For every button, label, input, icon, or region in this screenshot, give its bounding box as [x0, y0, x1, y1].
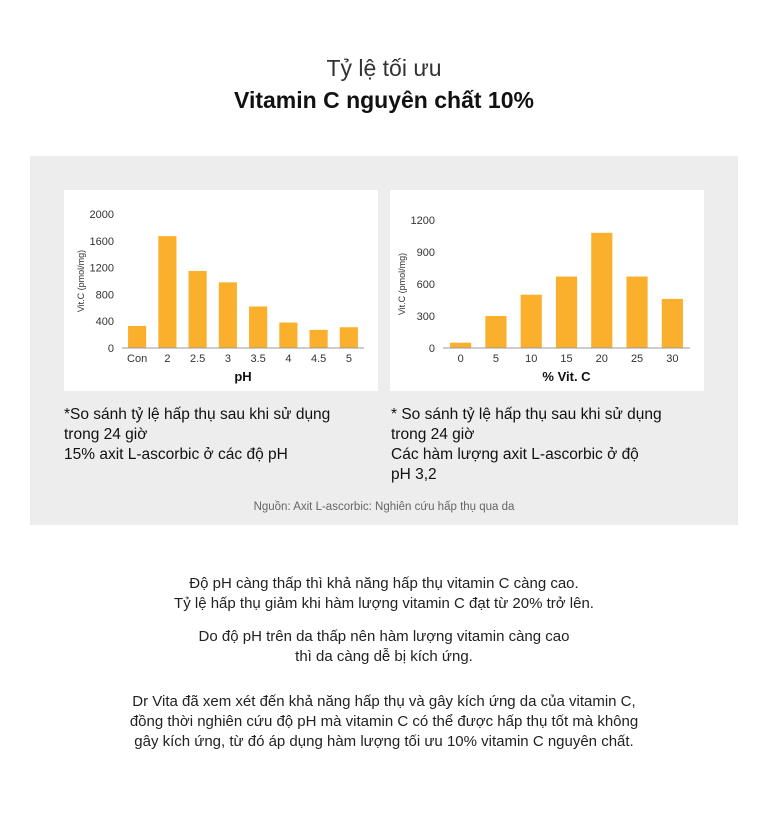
x-axis-label: pH: [234, 369, 251, 384]
bar: [249, 306, 268, 348]
bar: [128, 325, 147, 348]
x-tick-label: 25: [631, 353, 643, 365]
x-tick-label: 10: [525, 353, 537, 365]
bar: [218, 282, 237, 348]
x-tick-label: 3.5: [250, 353, 265, 365]
bar: [485, 316, 507, 348]
page-title-line1: Tỷ lệ tối ưu: [326, 55, 442, 81]
ph-absorption-chart: 0 400 800 1200 1600 2000 Vit.C (pmol/mg) Con 2 2.…: [76, 209, 364, 384]
x-tick-label: 30: [666, 353, 678, 365]
y-tick-label: 800: [96, 289, 114, 301]
bar: [591, 232, 613, 348]
body-paragraph-3: Dr Vita đã xem xét đến khả năng hấp thụ …: [0, 692, 768, 752]
x-axis-label: % Vit. C: [542, 369, 591, 384]
bar: [520, 294, 542, 348]
y-tick-label: 0: [429, 343, 435, 355]
caption-right: * So sánh tỷ lệ hấp thụ sau khi sử dụng …: [391, 405, 711, 485]
caption-right-line: * So sánh tỷ lệ hấp thụ sau khi sử dụng: [391, 406, 662, 423]
research-panel: 0 400 800 1200 1600 2000 Vit.C (pmol/mg) Con 2 2.…: [30, 156, 738, 525]
body-line: Tỷ lệ hấp thụ giảm khi hàm lượng vitamin…: [174, 595, 594, 612]
y-tick-label: 900: [417, 247, 435, 259]
bar: [661, 298, 683, 348]
y-tick-label: 1200: [90, 263, 114, 275]
ph-chart-box: 0 400 800 1200 1600 2000 Vit.C (pmol/mg) Con 2 2.…: [64, 190, 378, 391]
x-tick-label: 15: [560, 353, 572, 365]
caption-right-line: pH 3,2: [391, 466, 437, 483]
caption-right-line: trong 24 giờ: [391, 426, 475, 443]
y-tick-label: 0: [108, 343, 114, 355]
x-tick-label: 4.5: [311, 353, 326, 365]
x-tick-label: 5: [493, 353, 499, 365]
y-axis-label: Vit.C (pmol/mg): [397, 253, 407, 315]
caption-left-line: 15% axit L-ascorbic ở các độ pH: [64, 446, 288, 463]
y-tick-label: 300: [417, 311, 435, 323]
caption-right-line: Các hàm lượng axit L-ascorbic ở độ: [391, 446, 639, 463]
body-line: thì da càng dễ bị kích ứng.: [295, 648, 473, 665]
concentration-absorption-chart: 0 300 600 900 1200 Vit.C (pmol/mg) 0 5 10 15 20 25 3…: [397, 215, 690, 384]
body-line: Độ pH càng thấp thì khả năng hấp thụ vit…: [189, 575, 579, 592]
body-line: Do độ pH trên da thấp nên hàm lượng vita…: [198, 628, 570, 645]
x-tick-label: 5: [346, 353, 352, 365]
body-paragraph-2: Do độ pH trên da thấp nên hàm lượng vita…: [0, 627, 768, 667]
body-line: gây kích ứng, từ đó áp dụng hàm lượng tố…: [134, 733, 634, 750]
x-tick-label: 0: [458, 353, 464, 365]
body-paragraph-1: Độ pH càng thấp thì khả năng hấp thụ vit…: [0, 574, 768, 614]
y-tick-label: 2000: [90, 209, 114, 221]
y-tick-label: 1600: [90, 236, 114, 248]
caption-left: *So sánh tỷ lệ hấp thụ sau khi sử dụng t…: [64, 405, 384, 465]
x-tick-label: 20: [596, 353, 608, 365]
y-tick-label: 600: [417, 279, 435, 291]
bar: [158, 236, 177, 348]
bar: [339, 327, 358, 348]
source-note: Nguồn: Axit L-ascorbic: Nghiên cứu hấp t…: [253, 501, 515, 513]
bar: [279, 322, 298, 348]
concentration-chart-box: 0 300 600 900 1200 Vit.C (pmol/mg) 0 5 10 15 20 25 3…: [390, 190, 704, 391]
x-tick-label: 4: [285, 353, 291, 365]
x-tick-label: Con: [127, 353, 147, 365]
bar: [450, 342, 472, 348]
y-tick-label: 400: [96, 316, 114, 328]
x-tick-label: 2.5: [190, 353, 205, 365]
body-line: Dr Vita đã xem xét đến khả năng hấp thụ …: [132, 693, 636, 710]
bar: [188, 270, 207, 348]
bar: [626, 276, 648, 348]
x-tick-label: 3: [225, 353, 231, 365]
bar: [555, 276, 578, 348]
body-line: đồng thời nghiên cứu độ pH mà vitamin C …: [129, 713, 639, 730]
x-tick-label: 2: [164, 353, 170, 365]
y-axis-label: Vit.C (pmol/mg): [76, 250, 86, 312]
caption-left-line: *So sánh tỷ lệ hấp thụ sau khi sử dụng: [64, 406, 331, 423]
bar: [309, 329, 328, 348]
caption-left-line: trong 24 giờ: [64, 426, 148, 443]
page-title-line2: Vitamin C nguyên chất 10%: [234, 87, 534, 113]
y-tick-label: 1200: [411, 215, 435, 227]
